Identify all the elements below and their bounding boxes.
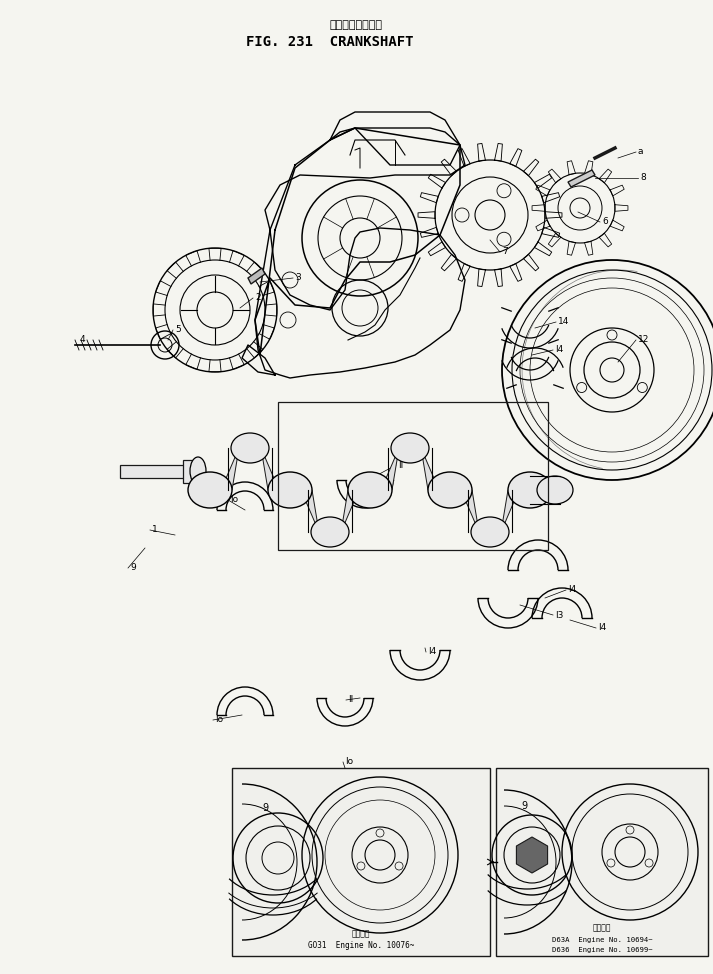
Text: 適用号機: 適用号機 — [352, 929, 370, 939]
Text: l4: l4 — [598, 623, 606, 632]
Text: 14: 14 — [558, 318, 570, 326]
Polygon shape — [381, 448, 399, 490]
Polygon shape — [501, 490, 519, 532]
Text: l4: l4 — [428, 648, 436, 656]
Text: lo: lo — [230, 496, 238, 505]
Bar — [232, 768, 490, 956]
Text: l3: l3 — [555, 611, 563, 619]
Polygon shape — [516, 837, 548, 873]
Text: a: a — [638, 147, 644, 157]
Ellipse shape — [188, 472, 232, 508]
Ellipse shape — [348, 472, 392, 508]
Text: 適用号機: 適用号機 — [593, 923, 611, 932]
Polygon shape — [221, 448, 239, 490]
Polygon shape — [120, 465, 185, 478]
Polygon shape — [421, 448, 439, 490]
Text: ll: ll — [398, 461, 404, 469]
Text: 5: 5 — [175, 325, 181, 334]
Polygon shape — [568, 170, 595, 187]
Text: FIG. 231  CRANKSHAFT: FIG. 231 CRANKSHAFT — [246, 35, 414, 49]
Polygon shape — [461, 490, 479, 532]
Text: 1: 1 — [152, 526, 158, 535]
Text: 12: 12 — [638, 335, 650, 345]
Text: GO31  Engine No. 10076~: GO31 Engine No. 10076~ — [308, 942, 414, 951]
Ellipse shape — [428, 472, 472, 508]
Ellipse shape — [508, 472, 552, 508]
Polygon shape — [341, 490, 359, 532]
Text: D636  Engine No. 10699~: D636 Engine No. 10699~ — [552, 947, 652, 953]
Text: 3: 3 — [295, 274, 301, 282]
Text: 9: 9 — [130, 564, 135, 573]
Text: l4: l4 — [568, 585, 576, 594]
Ellipse shape — [268, 472, 312, 508]
Text: 9: 9 — [262, 803, 268, 813]
Text: 7: 7 — [502, 247, 508, 256]
Text: 4: 4 — [80, 335, 86, 345]
Text: ll: ll — [348, 695, 353, 704]
Ellipse shape — [537, 476, 573, 504]
Polygon shape — [183, 460, 198, 483]
Text: 9: 9 — [521, 801, 527, 811]
Bar — [496, 768, 708, 956]
Text: クランクシャフト: クランクシャフト — [329, 20, 382, 30]
Ellipse shape — [190, 457, 206, 485]
Ellipse shape — [471, 517, 509, 547]
Text: D63A  Engine No. 10694~: D63A Engine No. 10694~ — [552, 937, 652, 943]
Bar — [278, 402, 548, 550]
Text: l4: l4 — [555, 346, 563, 355]
Polygon shape — [301, 490, 319, 532]
Text: lo: lo — [345, 758, 353, 767]
Polygon shape — [261, 448, 279, 490]
Ellipse shape — [391, 433, 429, 463]
Ellipse shape — [231, 433, 269, 463]
Polygon shape — [248, 268, 265, 284]
Text: lo: lo — [215, 716, 223, 725]
Text: 2: 2 — [255, 293, 261, 303]
Ellipse shape — [311, 517, 349, 547]
Text: 8: 8 — [640, 173, 646, 182]
Text: 6: 6 — [602, 217, 607, 227]
